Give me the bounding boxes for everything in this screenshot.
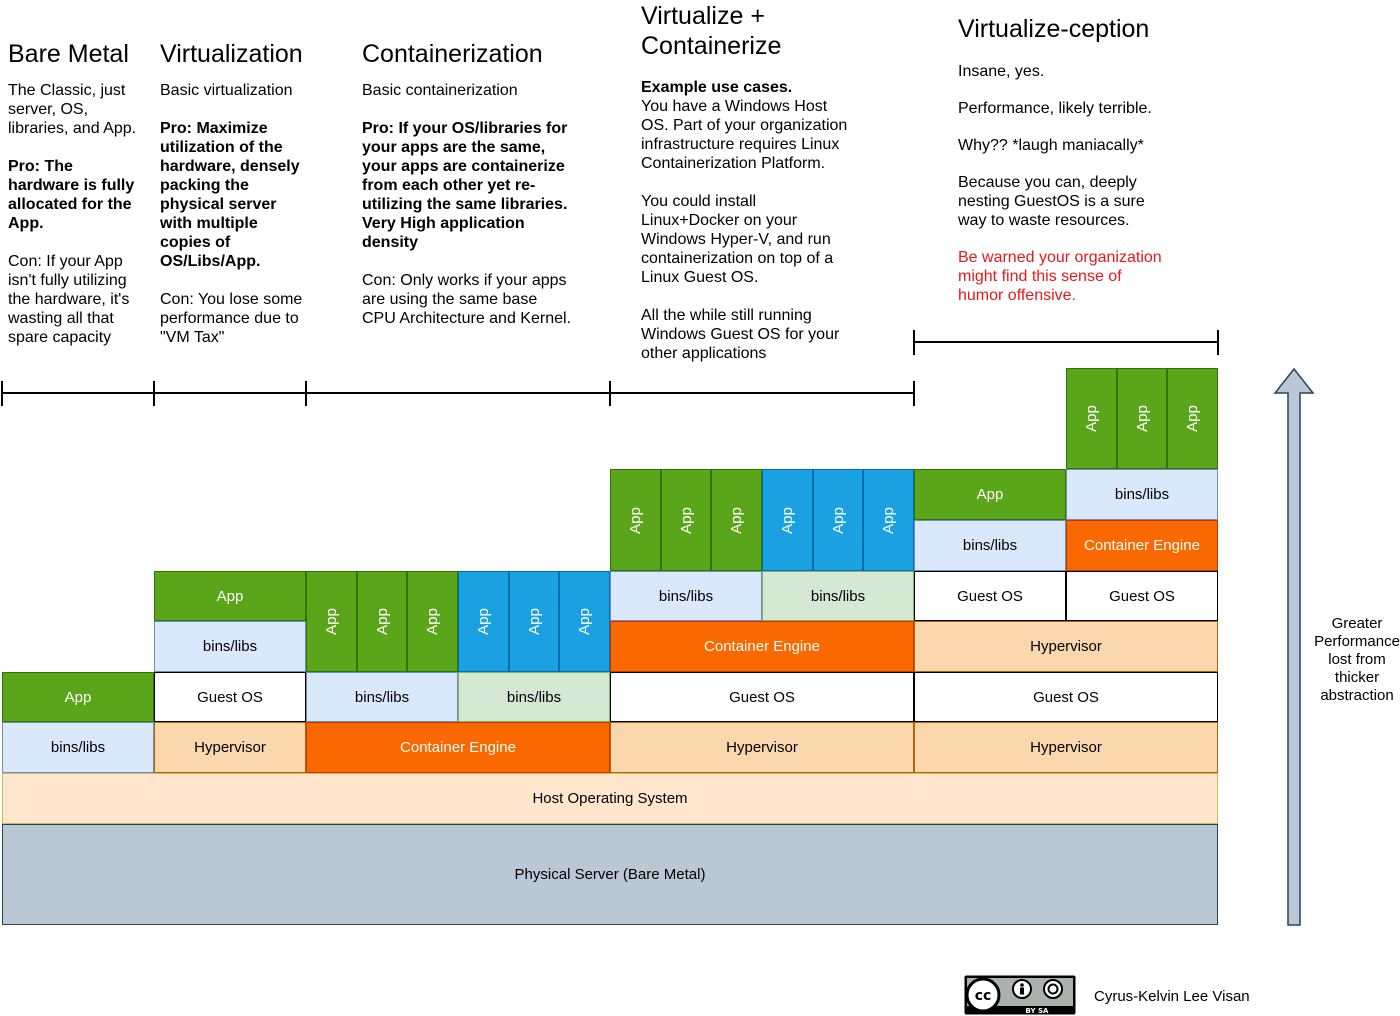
virt-container-guest-os: Guest OS (610, 672, 914, 722)
containerization-engine: Container Engine (306, 722, 610, 773)
containerization-desc: Basic containerization (362, 82, 518, 99)
containerization-con: Con: Only works if your apps are using t… (362, 272, 571, 327)
arrow-label: Greater Performance lost from thicker ab… (1314, 615, 1400, 704)
virt-container-app: App (863, 469, 914, 571)
virt-container-p2: You could install Linux+Docker on your W… (641, 193, 834, 286)
ception-bins-b: bins/libs (1066, 469, 1218, 520)
virtualizeception-p4: Because you can, deeply nesting GuestOS … (958, 174, 1145, 229)
bare-metal-app: App (2, 672, 154, 722)
containerization-app: App (306, 571, 357, 672)
containerization-app: App (407, 571, 458, 672)
containerization-bins-a: bins/libs (306, 672, 458, 722)
ception-hypervisor-nested: Hypervisor (914, 621, 1218, 672)
virtualizeception-p3: Why?? *laugh maniacally* (958, 137, 1144, 154)
bare-metal-bins: bins/libs (2, 722, 154, 773)
bare-metal-pro: Pro: The hardware is fully allocated for… (8, 158, 135, 232)
containerization-pro: Pro: If your OS/libraries for your apps … (362, 120, 568, 251)
virt-container-bins-a: bins/libs (610, 571, 762, 621)
ception-container-engine: Container Engine (1066, 520, 1218, 571)
virtualization-app: App (154, 571, 306, 621)
ception-hypervisor-base: Hypervisor (914, 722, 1218, 773)
ception-guest-os-a: Guest OS (914, 571, 1066, 621)
bare-metal-title: Bare Metal (8, 40, 129, 68)
containerization-title: Containerization (362, 40, 543, 68)
containerization-bins-b: bins/libs (458, 672, 610, 722)
virt-container-app: App (762, 469, 813, 571)
ception-bins-a: bins/libs (914, 520, 1066, 571)
virtualizeception-title: Virtualize-ception (958, 15, 1150, 43)
containerization-app: App (559, 571, 610, 672)
containerization-app: App (509, 571, 559, 672)
author-credit: Cyrus-Kelvin Lee Visan (1094, 988, 1250, 1005)
physical-server-layer: Physical Server (Bare Metal) (2, 824, 1218, 925)
virtualizeception-p1: Insane, yes. (958, 63, 1045, 80)
host-os-layer: Host Operating System (2, 773, 1218, 824)
column-virtualization: Virtualization Basic virtualization Pro:… (160, 39, 310, 347)
virtualization-title: Virtualization (160, 40, 303, 68)
virt-container-hypervisor: Hypervisor (610, 722, 914, 773)
virtualizeception-p2: Performance, likely terrible. (958, 100, 1152, 117)
virtualization-bins: bins/libs (154, 621, 306, 672)
bare-metal-con: Con: If your App isn't fully utilizing t… (8, 253, 130, 346)
virt-container-p1: You have a Windows Host OS. Part of your… (641, 98, 848, 172)
svg-text:cc: cc (975, 988, 992, 1004)
virt-container-app: App (661, 469, 711, 571)
virt-container-engine: Container Engine (610, 621, 914, 672)
column-virtualizeception: Virtualize-ception Insane, yes. Performa… (958, 14, 1188, 305)
ception-container-app: App (1167, 368, 1218, 469)
virtualization-con: Con: You lose some performance due to "V… (160, 291, 303, 346)
column-virtualize-containerize: Virtualize + Containerize Example use ca… (641, 1, 871, 363)
virt-container-app: App (610, 469, 661, 571)
containerization-app: App (357, 571, 407, 672)
virt-container-p3: All the while still running Windows Gues… (641, 307, 840, 362)
column-containerization: Containerization Basic containerization … (362, 39, 592, 328)
bare-metal-desc: The Classic, just server, OS, libraries,… (8, 82, 137, 137)
virt-container-heading: Example use cases. (641, 79, 793, 96)
ception-guest-os-b: Guest OS (1066, 571, 1218, 621)
virtualization-desc: Basic virtualization (160, 82, 293, 99)
ception-container-app: App (1066, 368, 1117, 469)
virt-container-app: App (813, 469, 863, 571)
column-bare-metal: Bare Metal The Classic, just server, OS,… (8, 39, 148, 347)
cc-by-sa-icon: cc BY SA (964, 975, 1076, 1015)
ception-container-app: App (1117, 368, 1167, 469)
ception-guest-os-base: Guest OS (914, 672, 1218, 722)
virtualization-guest-os: Guest OS (154, 672, 306, 722)
virtualization-pro: Pro: Maximize utilization of the hardwar… (160, 120, 300, 270)
virtualization-hypervisor: Hypervisor (154, 722, 306, 773)
virt-container-app: App (711, 469, 762, 571)
virtualizeception-warning: Be warned your organization might find t… (958, 249, 1162, 304)
virt-container-bins-b: bins/libs (762, 571, 914, 621)
performance-arrow (1273, 367, 1315, 926)
cc-license-text: BY SA (1026, 1007, 1050, 1015)
containerization-app: App (458, 571, 509, 672)
virt-container-title: Virtualize + Containerize (641, 2, 782, 60)
ception-app: App (914, 469, 1066, 520)
